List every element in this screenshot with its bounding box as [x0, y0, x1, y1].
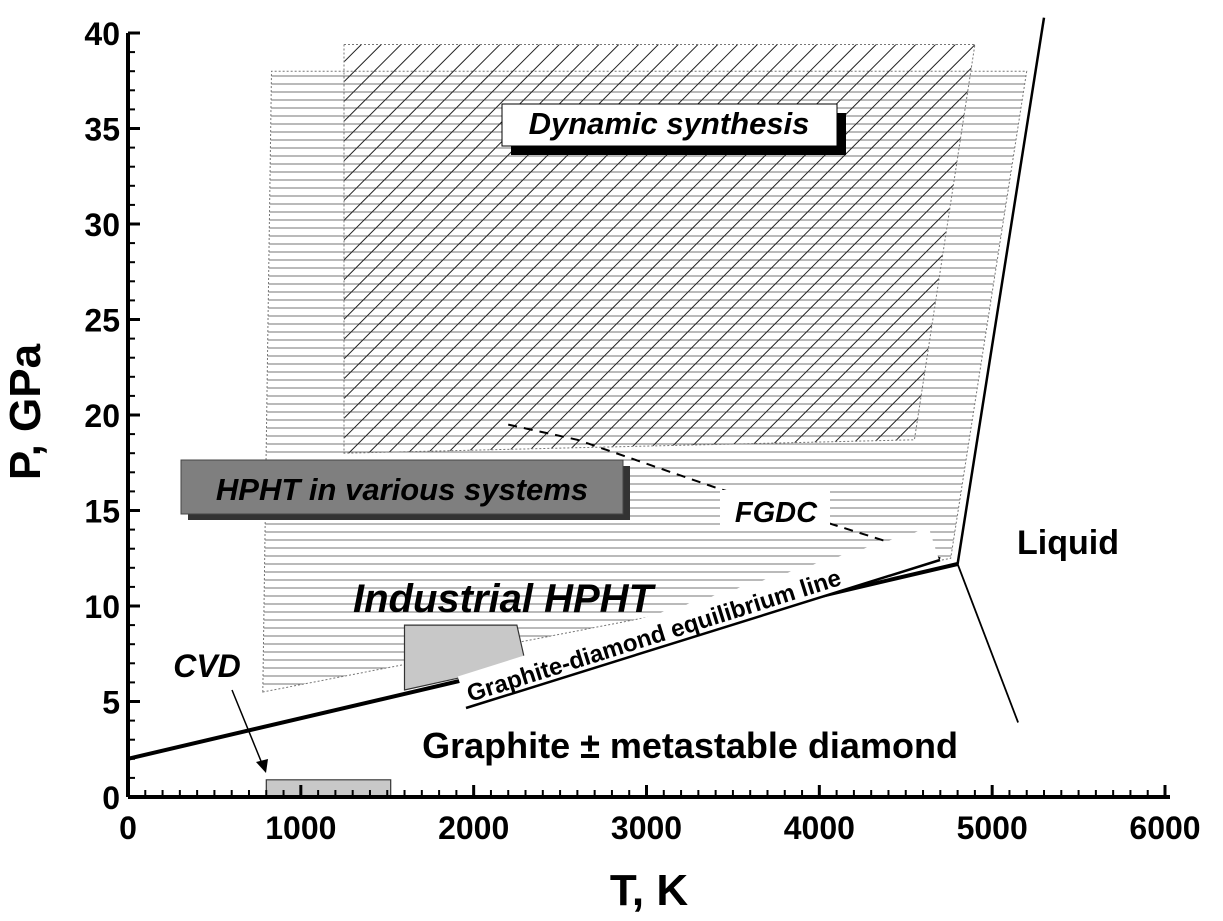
y-tick-label: 30 [84, 207, 120, 243]
graphite-label: Graphite ± metastable diamond [422, 725, 958, 766]
dynamic-synthesis-label-group: Dynamic synthesis [501, 103, 846, 155]
hpht-various-label-box [180, 459, 624, 515]
industrial-hpht-label: Industrial HPHT [353, 577, 657, 621]
line-melting-line-upper [956, 17, 1046, 565]
y-axis-title: P, GPa [1, 343, 50, 480]
y-tick-label: 35 [84, 112, 120, 148]
x-tick-label: 2000 [438, 810, 509, 846]
x-tick-label: 3000 [611, 810, 682, 846]
equilibrium-label-bg [457, 527, 940, 709]
fgdc-label: FGDC [735, 497, 818, 529]
x-axis-title: T, K [610, 866, 688, 915]
dynamic-synthesis-label-box [501, 103, 838, 147]
cvd-arrow-head [256, 759, 268, 773]
ticks-layer: 0 1000 2000 3000 4000 5000 6000 0 5 10 15 20 25 30 35 4… [84, 16, 1200, 846]
regions-layer [262, 44, 1028, 798]
liquid-label: Liquid [1017, 524, 1119, 562]
x-tick-label: 0 [119, 810, 137, 846]
fgdc-label-bg [720, 490, 830, 530]
y-tick-label: 20 [84, 398, 120, 434]
y-tick-label: 40 [84, 16, 120, 52]
dynamic-synthesis-label: Dynamic synthesis [529, 106, 810, 141]
region-cvd [265, 779, 392, 798]
x-tick-label: 6000 [1129, 810, 1200, 846]
x-tick-label: 4000 [784, 810, 855, 846]
equilibrium-label-underline [465, 558, 941, 710]
x-tick-label: 1000 [265, 810, 336, 846]
y-tick-label: 15 [84, 494, 120, 530]
line-fgdc [507, 423, 941, 560]
y-tick-label: 10 [84, 589, 120, 625]
x-tick-label: 5000 [957, 810, 1028, 846]
cvd-label: CVD [173, 648, 241, 684]
y-tick-label: 25 [84, 303, 120, 339]
hpht-various-label-group: HPHT in various systems [180, 459, 630, 520]
cvd-arrow-line [231, 689, 264, 767]
y-tick-label: 5 [102, 685, 120, 721]
line-melting-line-lower [956, 563, 1019, 723]
fgdc-label-group: FGDC [720, 490, 830, 530]
y-tick-label: 0 [102, 780, 120, 816]
hpht-various-label: HPHT in various systems [216, 472, 588, 507]
